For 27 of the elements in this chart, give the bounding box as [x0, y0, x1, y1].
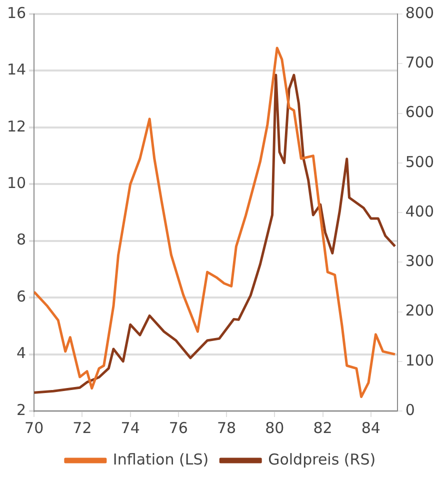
x-tick-label: 80	[265, 418, 284, 437]
x-tick-label: 84	[361, 418, 380, 437]
y-tick-label: 2	[16, 400, 26, 419]
y2-tick-label: 800	[405, 4, 434, 22]
x-tick-label: 82	[313, 418, 332, 437]
y2-tick-label: 0	[405, 400, 415, 419]
y-tick-label: 12	[6, 117, 26, 136]
x-tick-label: 78	[217, 418, 236, 437]
x-tick-label: 74	[120, 418, 140, 437]
y2-tick-label: 100	[405, 351, 434, 370]
y-tick-label: 8	[16, 230, 26, 249]
y2-tick-label: 700	[405, 54, 434, 72]
y2-tick-label: 600	[405, 103, 434, 122]
x-tick-label: 76	[168, 418, 188, 437]
y2-tick-label: 400	[405, 202, 434, 220]
y2-tick-label: 500	[405, 152, 434, 171]
legend-label: Inflation (LS)	[112, 450, 209, 468]
y-tick-label: 10	[6, 174, 26, 192]
y-tick-label: 16	[6, 4, 26, 22]
y2-tick-label: 300	[405, 252, 434, 270]
legend-label: Goldpreis (RS)	[268, 450, 376, 468]
y2-tick-label: 200	[405, 302, 434, 320]
y-tick-label: 14	[6, 60, 26, 79]
y-tick-label: 4	[16, 344, 26, 362]
x-tick-label: 72	[72, 418, 92, 437]
y-tick-label: 6	[16, 287, 26, 306]
x-tick-label: 70	[24, 418, 44, 437]
